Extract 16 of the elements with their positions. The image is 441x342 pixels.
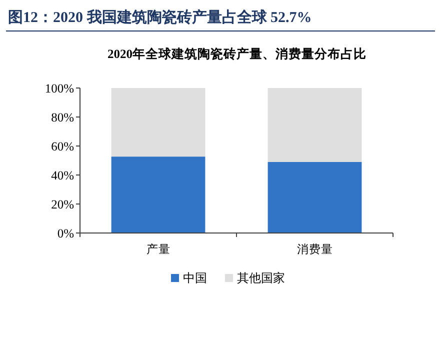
chart-title: 图12：2020 我国建筑陶瓷砖产量占全球 52.7% bbox=[8, 9, 312, 26]
bar bbox=[111, 156, 206, 233]
x-tick-label: 产量 bbox=[146, 242, 170, 256]
bar bbox=[268, 162, 362, 233]
legend-label: 中国 bbox=[183, 271, 207, 285]
y-tick-label: 60% bbox=[51, 140, 74, 154]
legend-label: 其他国家 bbox=[237, 271, 285, 285]
y-tick-label: 40% bbox=[51, 168, 74, 182]
y-tick-label: 100% bbox=[44, 82, 74, 96]
chart-subtitle: 2020年全球建筑陶瓷砖产量、消费量分布占比 bbox=[108, 46, 366, 61]
y-tick-label: 80% bbox=[51, 110, 74, 124]
bar bbox=[268, 88, 362, 162]
x-tick-label: 消费量 bbox=[296, 243, 333, 256]
bar bbox=[111, 88, 206, 157]
y-tick-label: 20% bbox=[51, 198, 74, 212]
y-tick-label: 0% bbox=[57, 226, 74, 240]
